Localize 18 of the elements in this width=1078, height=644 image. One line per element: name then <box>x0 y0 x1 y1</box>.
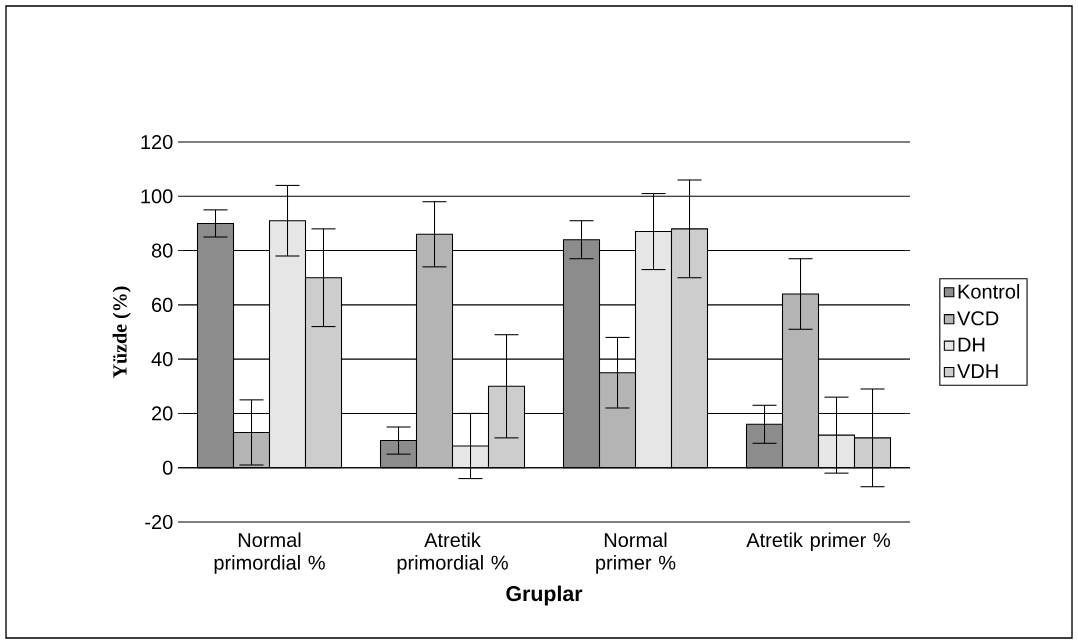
y-tick-label: 0 <box>162 460 173 475</box>
y-tick-label: 20 <box>152 406 173 421</box>
legend-label: DH <box>958 337 985 352</box>
y-tick-label: 80 <box>151 243 173 258</box>
legend-label: Kontrol <box>958 284 1020 299</box>
x-tick-label: Normal primordial % <box>214 532 325 574</box>
y-axis-title: Yüzde (%) <box>112 286 131 379</box>
y-tick-label: 40 <box>151 352 173 367</box>
legend-label: VCD <box>957 311 999 326</box>
x-axis-title: Gruplar <box>506 585 583 606</box>
y-tick-label: 120 <box>141 134 173 150</box>
y-tick-label: -20 <box>145 514 173 530</box>
x-tick-label: Normal primer % <box>596 532 676 574</box>
y-tick-label: 100 <box>141 189 173 204</box>
y-tick-label: 60 <box>152 297 173 312</box>
legend-label: VDH <box>957 364 998 378</box>
x-tick-label: Atretik primer % <box>746 532 890 552</box>
x-tick-label: Atretik primordial % <box>397 532 508 574</box>
